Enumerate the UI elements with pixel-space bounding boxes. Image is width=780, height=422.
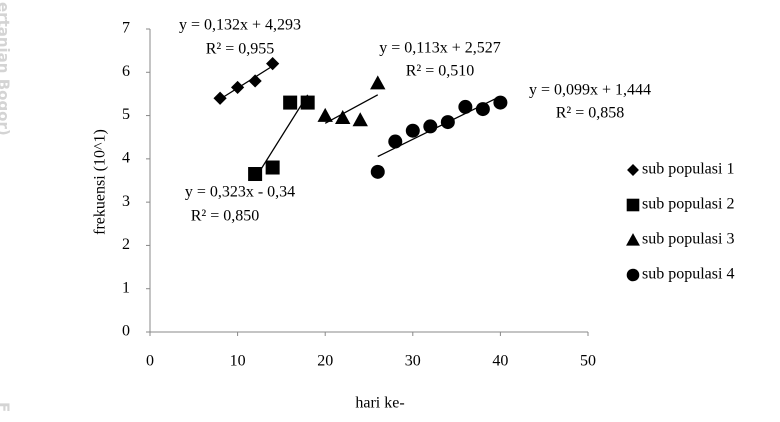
watermark: ertanian Bogor) xyxy=(0,2,13,136)
marker xyxy=(231,80,245,95)
x-tick-label: 30 xyxy=(405,353,421,370)
marker xyxy=(370,164,385,179)
legend-label: sub populasi 1 xyxy=(642,161,734,178)
marker xyxy=(458,99,473,114)
y-tick-label: 2 xyxy=(122,236,130,253)
legend-marker xyxy=(626,198,640,212)
trendline-equation: y = 0,132x + 4,293 xyxy=(179,17,301,34)
trendline-r2: R² = 0,955 xyxy=(206,41,275,58)
x-axis-title: hari ke- xyxy=(355,395,404,412)
watermark: F xyxy=(0,402,13,412)
y-tick-label: 4 xyxy=(122,150,130,167)
x-tick-label: 50 xyxy=(580,353,596,370)
legend-label: sub populasi 3 xyxy=(642,231,734,248)
marker xyxy=(283,95,298,110)
y-axis-title: frekuensi (10^1) xyxy=(92,129,109,235)
marker xyxy=(370,75,386,90)
marker xyxy=(388,134,403,149)
marker xyxy=(248,167,263,182)
marker xyxy=(352,112,368,127)
y-tick-label: 5 xyxy=(122,106,130,123)
trendline-r2: R² = 0,850 xyxy=(191,208,260,225)
trendline-equation: y = 0,099x + 1,444 xyxy=(529,82,651,99)
trendline xyxy=(219,65,273,100)
marker xyxy=(475,102,490,117)
y-tick-label: 7 xyxy=(122,20,130,37)
legend-marker xyxy=(627,164,639,176)
trendline-r2: R² = 0,510 xyxy=(406,63,475,80)
y-tick-label: 6 xyxy=(122,63,130,80)
trendline-r2: R² = 0,858 xyxy=(556,105,625,122)
legend-marker xyxy=(626,268,640,282)
marker xyxy=(335,110,351,125)
trendline-equation: y = 0,113x + 2,527 xyxy=(379,40,500,57)
legend-marker xyxy=(626,233,640,246)
y-tick-label: 0 xyxy=(122,323,130,340)
x-tick-label: 10 xyxy=(230,353,246,370)
marker xyxy=(440,115,455,130)
x-tick-label: 40 xyxy=(492,353,508,370)
marker xyxy=(266,57,280,71)
marker xyxy=(317,107,333,122)
trendline-equation: y = 0,323x - 0,34 xyxy=(185,184,295,201)
marker xyxy=(213,91,227,105)
marker xyxy=(248,74,262,88)
marker xyxy=(493,95,508,110)
legend-label: sub populasi 4 xyxy=(642,266,734,283)
x-tick-label: 0 xyxy=(146,353,154,370)
marker xyxy=(405,123,420,138)
trendline xyxy=(254,94,309,179)
trendline xyxy=(324,94,379,124)
y-tick-label: 3 xyxy=(122,193,130,210)
marker xyxy=(265,160,280,175)
marker xyxy=(300,95,315,110)
marker xyxy=(423,119,438,134)
x-tick-label: 20 xyxy=(317,353,333,370)
y-tick-label: 1 xyxy=(122,279,130,296)
legend-label: sub populasi 2 xyxy=(642,196,734,213)
